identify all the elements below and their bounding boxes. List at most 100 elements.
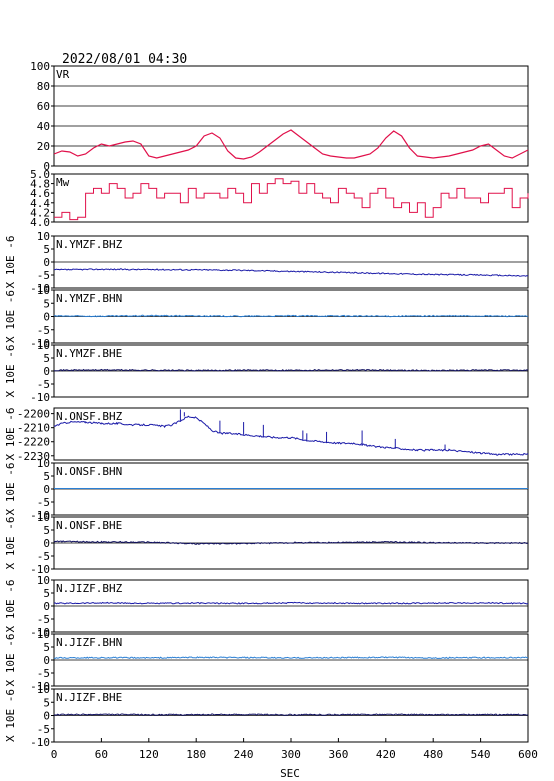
y-tick-label: -10	[30, 680, 50, 693]
panel-label: N.JIZF.BHE	[56, 691, 122, 704]
y-tick-label: -10	[30, 736, 50, 749]
y-tick-label: 80	[37, 80, 50, 93]
y-axis-label: X 10E -6	[4, 345, 17, 398]
x-tick-label: 300	[281, 748, 301, 761]
panel-frame	[53, 407, 529, 461]
panel-label: N.ONSF.BHN	[56, 465, 122, 478]
y-tick-label: -2220	[17, 436, 50, 449]
series-line	[53, 601, 529, 605]
series-line	[53, 656, 529, 660]
series-line	[53, 129, 529, 160]
x-tick-label: 480	[423, 748, 443, 761]
chart-title: 2022/08/01 04:30	[62, 52, 187, 67]
x-tick-label: 600	[518, 748, 538, 761]
y-tick-label: -5	[37, 613, 50, 626]
y-tick-label: -10	[30, 626, 50, 639]
y-tick-label: 0	[43, 710, 50, 723]
y-axis-label: X 10E -6	[4, 408, 17, 461]
y-axis-label: X 10E -6	[4, 689, 17, 742]
y-tick-label: 0	[43, 311, 50, 324]
panel-label: N.YMZF.BHE	[56, 347, 122, 360]
panel-label: VR	[56, 68, 70, 81]
panel-label: N.JIZF.BHN	[56, 636, 122, 649]
y-tick-label: 10	[37, 230, 50, 243]
panel-label: N.YMZF.BHN	[56, 292, 122, 305]
x-tick-label: 360	[328, 748, 348, 761]
y-tick-label: 4.4	[30, 197, 50, 210]
x-tick-label: 180	[186, 748, 206, 761]
x-axis-label: SEC	[280, 767, 300, 780]
y-axis-label: X 10E -6	[4, 580, 17, 633]
y-tick-label: -5	[37, 667, 50, 680]
y-tick-label: 10	[37, 284, 50, 297]
y-axis-label: X 10E -6	[4, 517, 17, 570]
y-axis-label: X 10E -6	[4, 463, 17, 516]
y-tick-label: -5	[37, 496, 50, 509]
y-axis-label: X 10E -6	[4, 634, 17, 687]
y-tick-label: 0	[43, 160, 50, 173]
y-tick-label: 10	[37, 457, 50, 470]
y-axis-label: X 10E -6	[4, 290, 17, 343]
y-tick-label: -10	[30, 509, 50, 522]
x-tick-label: 0	[51, 748, 58, 761]
series-line	[53, 713, 529, 716]
y-tick-label: 10	[37, 628, 50, 641]
x-tick-label: 540	[471, 748, 491, 761]
y-tick-label: 5	[43, 243, 50, 256]
y-tick-label: -10	[30, 563, 50, 576]
y-tick-label: 4.6	[30, 187, 50, 200]
x-tick-label: 60	[95, 748, 108, 761]
panel-label: Mw	[56, 176, 70, 189]
series-line	[54, 268, 529, 277]
y-axis-label: X 10E -6	[4, 236, 17, 289]
y-tick-label: -5	[37, 269, 50, 282]
y-tick-label: -10	[30, 282, 50, 295]
panel-n-jizf-bhz: -10-505 10 N.JIZF.BHZ X 10E -6	[4, 574, 529, 639]
y-tick-label: 5	[43, 587, 50, 600]
x-tick-label: 120	[139, 748, 159, 761]
series-line	[53, 368, 529, 372]
panel-mw: 4.04.24.44.64.85.0 Mw	[30, 168, 529, 229]
y-tick-label: 0	[43, 365, 50, 378]
y-tick-label: 5.0	[30, 168, 50, 181]
y-tick-label: 5	[43, 641, 50, 654]
y-tick-label: 10	[37, 339, 50, 352]
panel-label: N.ONSF.BHZ	[56, 410, 123, 423]
y-tick-label: 100	[30, 60, 50, 73]
y-tick-label: -2210	[17, 422, 50, 435]
y-tick-label: 0	[43, 600, 50, 613]
y-tick-label: -5	[37, 723, 50, 736]
y-tick-label: 0	[43, 654, 50, 667]
y-tick-label: -2200	[17, 408, 50, 421]
panel-label: N.ONSF.BHE	[56, 519, 122, 532]
y-tick-label: 4.2	[30, 206, 50, 219]
y-tick-label: 4.0	[30, 216, 50, 229]
y-tick-label: 10	[37, 683, 50, 696]
y-tick-label: 60	[37, 100, 50, 113]
series-line	[53, 314, 529, 318]
y-tick-label: -10	[30, 337, 50, 350]
y-tick-label: 5	[43, 297, 50, 310]
y-tick-label: 20	[37, 140, 50, 153]
x-tick-label: 420	[376, 748, 396, 761]
panel-n-onsf-bhz: -2230-2220-2210-2200 N.ONSF.BHZ X 10E -6	[4, 407, 529, 463]
panels: 020406080100VR4.04.24.44.64.85.0Mw-10-50…	[4, 60, 529, 749]
y-tick-label: 5	[43, 696, 50, 709]
panel-vr: 0 20 40 60 80 100 VR	[30, 60, 529, 173]
panel-label: N.JIZF.BHZ	[56, 582, 123, 595]
series-line	[53, 415, 529, 456]
y-tick-label: -5	[37, 378, 50, 391]
x-tick-label: 240	[234, 748, 254, 761]
series-line	[53, 540, 529, 545]
y-tick-label: 5	[43, 352, 50, 365]
panel-frame	[53, 65, 529, 167]
x-axis: 0 60 120 180 240 300 360 420 480 540 600	[51, 738, 538, 761]
y-tick-label: 0	[43, 537, 50, 550]
